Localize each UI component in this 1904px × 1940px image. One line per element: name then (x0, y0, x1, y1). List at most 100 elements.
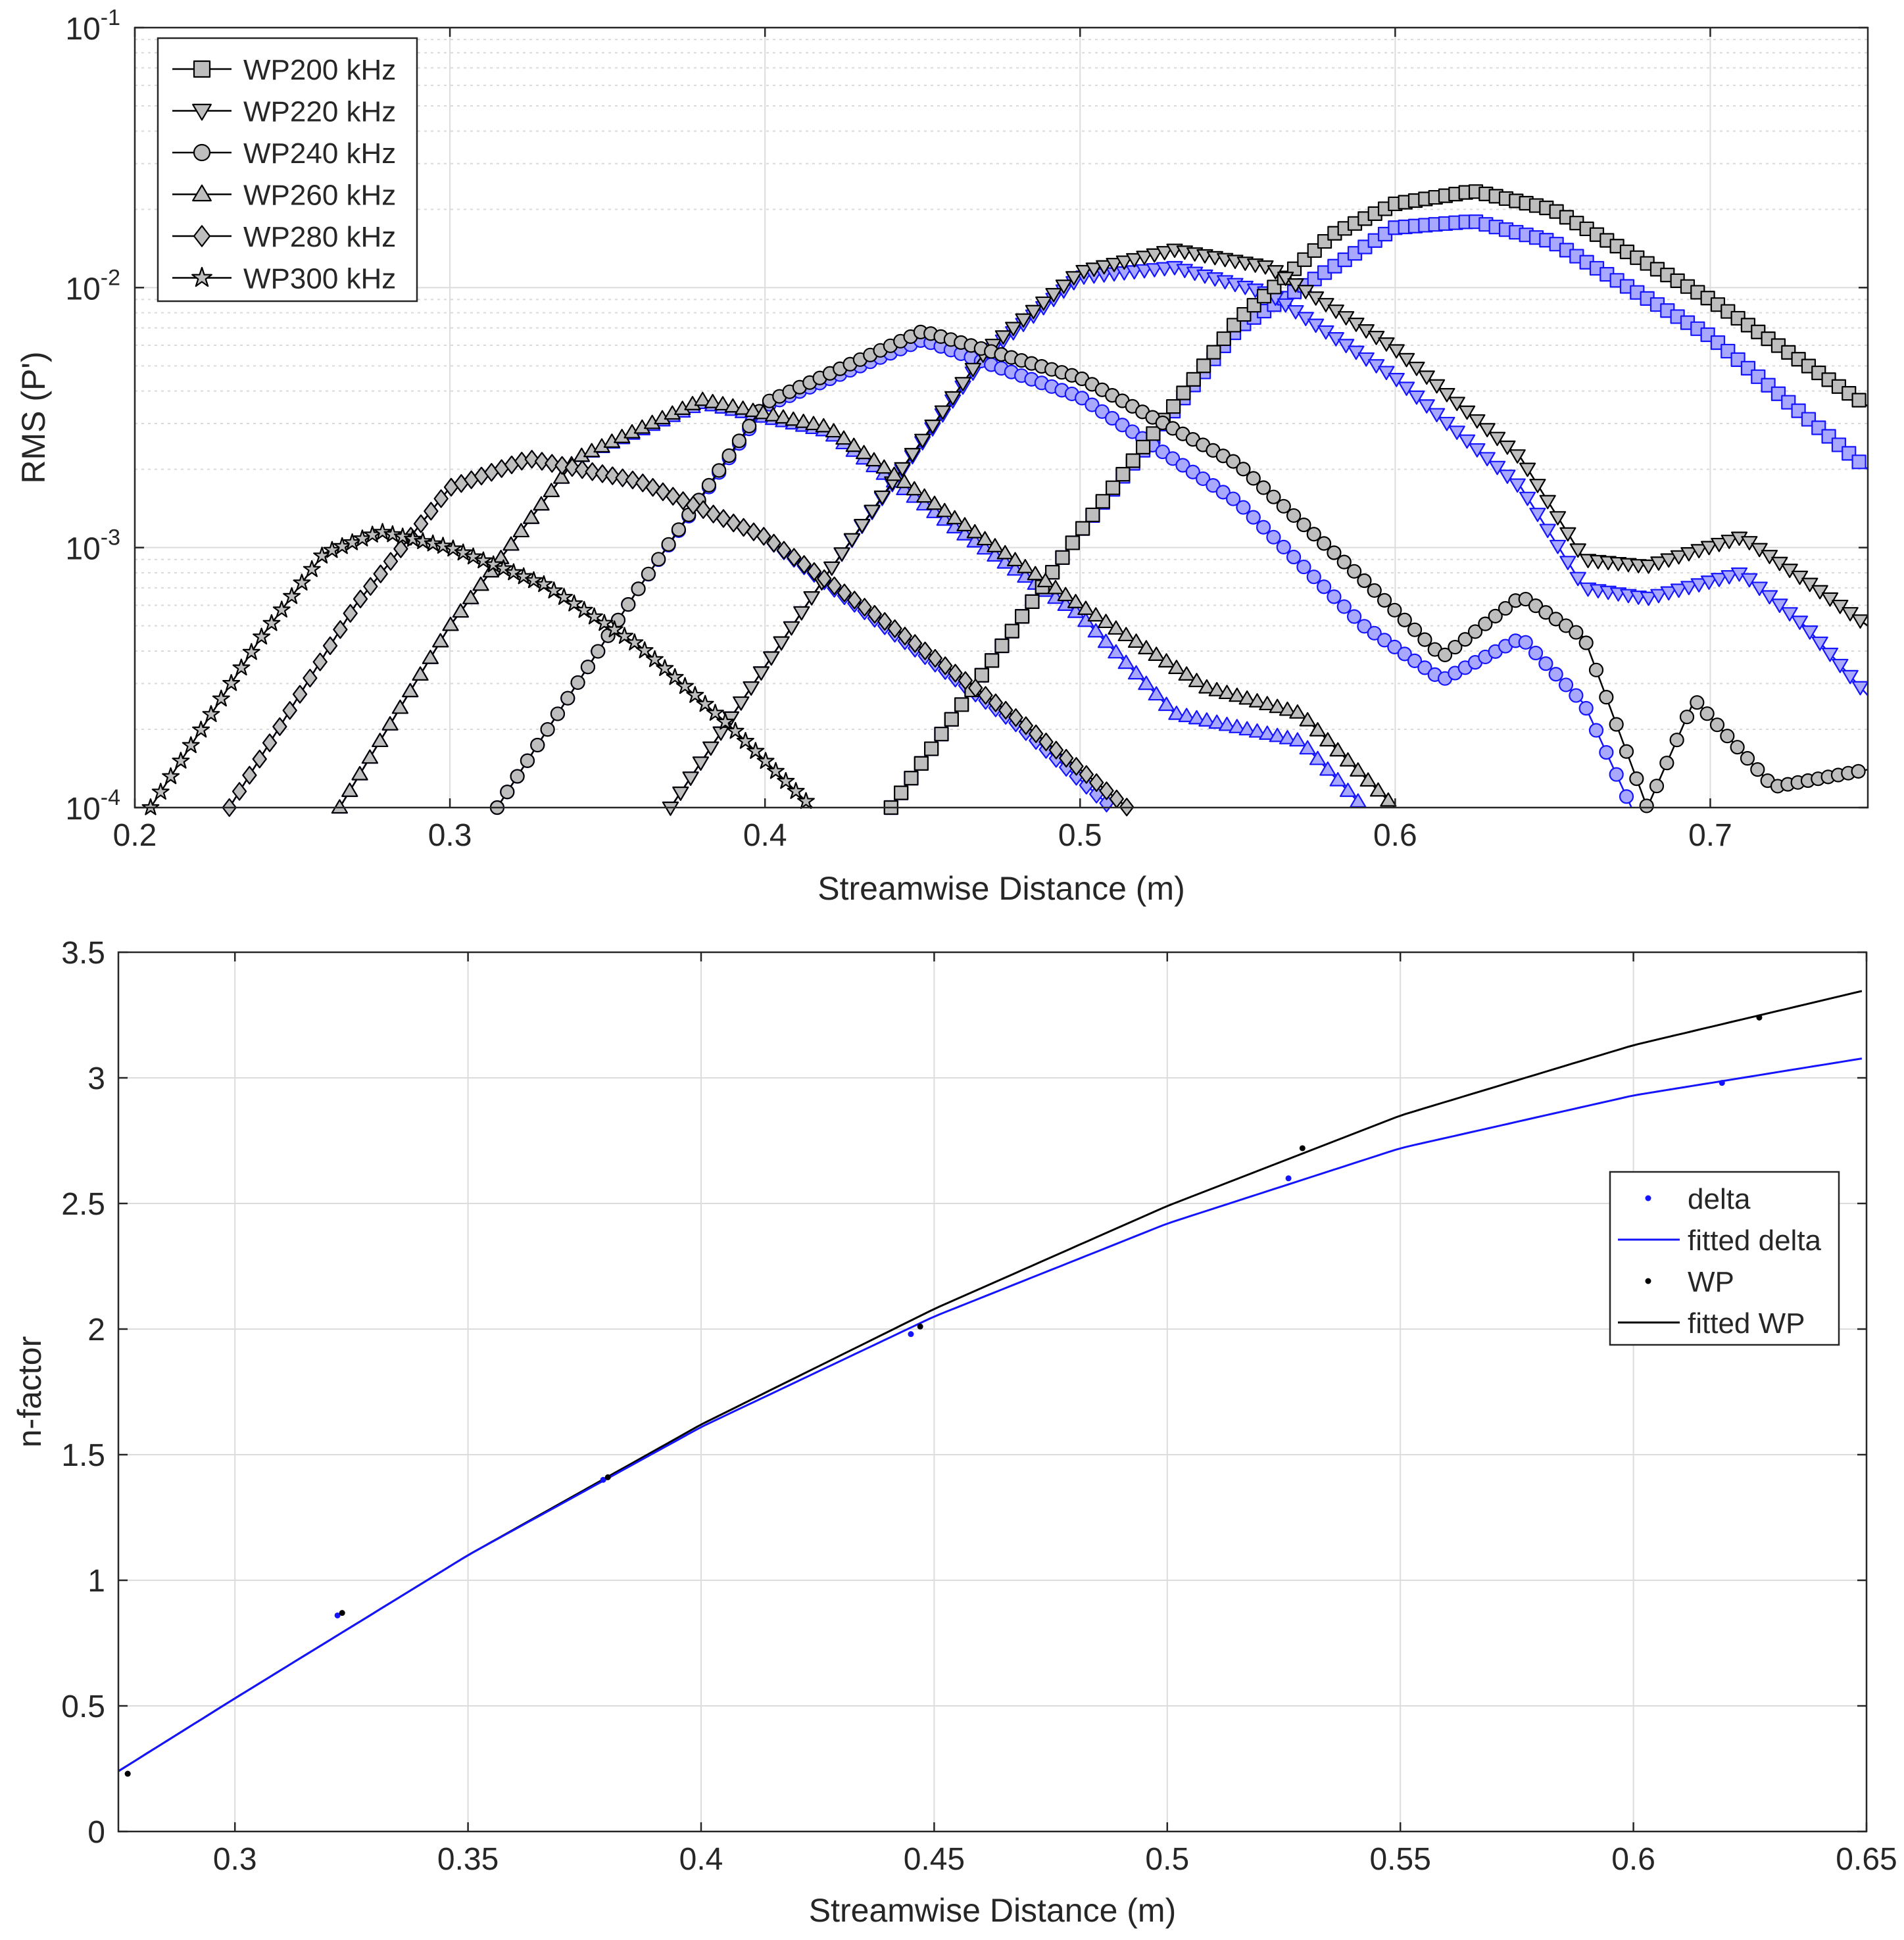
data-point (1156, 246, 1173, 260)
data-point (432, 633, 449, 648)
legend-marker (191, 266, 212, 287)
data-point (767, 762, 785, 779)
bottom-panel-nfactor-chart: 0.3 0.35 0.4 0.45 0.5 0.55 0.6 0.65 0 0.5 1 1.5 2 2.5… (11, 936, 1897, 1929)
data-point (1175, 458, 1190, 473)
data-point (1851, 614, 1868, 629)
data-point (1087, 623, 1104, 638)
data-point (701, 477, 717, 493)
data-point (1397, 612, 1412, 627)
data-point-WP (1756, 1014, 1763, 1021)
series-wp240-khz (489, 324, 1868, 815)
data-point (232, 782, 247, 801)
data-point (733, 696, 750, 711)
data-point (1669, 733, 1684, 748)
data-point (1609, 717, 1624, 732)
data-point (908, 634, 923, 653)
data-point (1519, 491, 1536, 506)
y-tick-label: 3.5 (61, 936, 105, 971)
data-point (682, 771, 699, 786)
data-point (1168, 660, 1185, 674)
y-tick-label: 0.5 (61, 1689, 105, 1724)
data-point (1660, 586, 1677, 601)
data-point (580, 660, 596, 675)
data-point (1158, 653, 1175, 667)
data-point (1196, 471, 1211, 487)
data-point (464, 547, 482, 565)
legend-item: WP220 kHz (172, 96, 396, 128)
top-panel-rms-chart: 0.2 0.3 0.4 0.5 0.6 0.710-110-210-310-4Stream… (15, 5, 1869, 907)
data-point (413, 514, 429, 533)
data-point (1176, 385, 1191, 400)
series-wp220-khz (662, 243, 1868, 816)
data-point (1165, 399, 1181, 414)
data-point (1721, 570, 1738, 585)
data-point (1679, 710, 1695, 725)
legend-item: WP300 kHz (172, 263, 396, 295)
data-point (512, 523, 529, 538)
data-point (553, 469, 570, 484)
data-point (887, 619, 902, 639)
data-point (1367, 625, 1382, 641)
data-point (1398, 352, 1415, 368)
data-point (1025, 594, 1040, 610)
data-point (1266, 489, 1281, 504)
data-point (823, 561, 841, 576)
data-point (1549, 511, 1567, 525)
data-point (1127, 665, 1145, 680)
data-point (1008, 708, 1023, 727)
data-point (1357, 573, 1372, 589)
data-point (534, 452, 550, 471)
data-point (1670, 550, 1688, 565)
legend-item: WP240 kHz (172, 137, 396, 170)
data-point (1306, 570, 1321, 585)
data-point (1296, 559, 1311, 575)
data-point (845, 437, 862, 452)
legend-label: WP280 kHz (243, 221, 396, 253)
data-point (906, 481, 923, 496)
data-point (864, 504, 881, 520)
data-point (393, 527, 412, 545)
data-point (843, 533, 861, 548)
data-point (1075, 264, 1092, 279)
x-tick-label: 0.2 (113, 818, 157, 853)
series-group (118, 990, 1863, 1777)
data-point (1048, 740, 1063, 760)
data-point (1097, 633, 1115, 648)
data-point (591, 644, 606, 659)
data-point (1569, 625, 1584, 640)
data-point (1498, 600, 1513, 616)
data-point (914, 433, 931, 449)
data-point (1740, 751, 1755, 766)
data-point (671, 522, 687, 537)
data-point (1327, 589, 1342, 604)
data-point (1407, 622, 1423, 637)
data-point (575, 460, 590, 479)
data-point (1548, 612, 1563, 627)
data-point (1266, 529, 1281, 545)
data-point (675, 491, 691, 510)
data-point (1148, 686, 1165, 701)
data-point (1156, 262, 1173, 277)
data-point (1115, 418, 1130, 433)
data-point (1196, 358, 1211, 374)
data-point (372, 733, 389, 748)
data-point (1069, 757, 1084, 776)
data-point (1350, 762, 1367, 777)
data-point (1018, 716, 1033, 735)
data-point (1138, 640, 1155, 655)
data-point (374, 523, 391, 540)
data-point (253, 627, 271, 645)
data-point (424, 534, 442, 552)
data-point (988, 693, 1003, 712)
data-point (1296, 517, 1311, 533)
data-point (222, 674, 241, 691)
data-point (1821, 647, 1839, 662)
data-point (1700, 541, 1718, 556)
data-point (655, 482, 671, 501)
data-point (391, 699, 408, 714)
data-point (605, 466, 620, 485)
y-tick-label: 10-1 (65, 5, 120, 47)
legend-item: WP260 kHz (172, 180, 396, 212)
data-point (877, 612, 892, 631)
data-point (1218, 685, 1236, 700)
